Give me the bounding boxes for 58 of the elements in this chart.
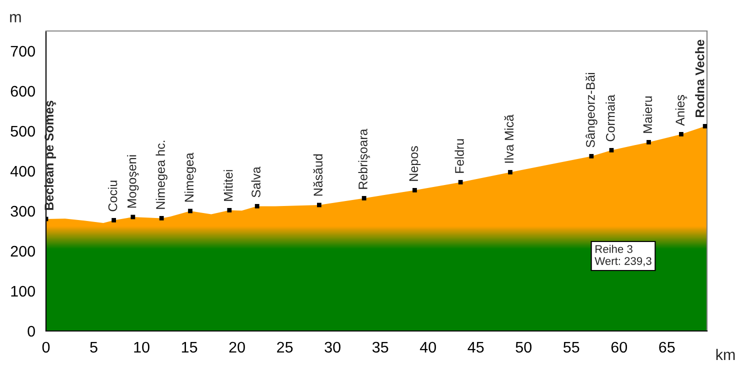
y-tick-label: 300: [10, 206, 35, 217]
point: [589, 154, 594, 158]
y-tick-label: 0: [28, 326, 35, 337]
x-tick-label: 15: [182, 342, 198, 353]
annotation: Ilva Mică: [504, 114, 514, 163]
x-tick-label: 35: [372, 342, 388, 353]
annotation: Beclean pe Someş: [44, 100, 56, 210]
x-tick-label: 5: [90, 342, 98, 353]
annotation: Rebrişoara: [358, 128, 370, 189]
point: [362, 196, 366, 200]
annotation: Nimegea: [184, 152, 196, 202]
x-tick-label: 10: [134, 342, 150, 353]
x-tick-label: 30: [324, 342, 340, 353]
x-tick-label: 0: [42, 342, 50, 353]
x-tick-label: 40: [420, 342, 436, 353]
annotation: Cociu: [108, 180, 118, 212]
x-tick-label: 25: [277, 342, 293, 353]
point: [316, 202, 322, 208]
x-axis-title: km: [716, 348, 735, 360]
point: [188, 208, 192, 214]
point: [412, 188, 417, 192]
annotation: Mititei: [224, 170, 233, 201]
point: [458, 180, 463, 184]
annotation: Feldru: [454, 139, 464, 173]
annotation: Sângeorz-Băi: [586, 72, 598, 148]
annotation: Nimegea hc.: [156, 140, 168, 209]
point: [702, 124, 707, 128]
annotation: Maieru: [642, 96, 652, 133]
y-tick-label: 100: [11, 286, 35, 297]
x-tick-label: 60: [611, 342, 628, 353]
y-tick-label: 200: [10, 246, 35, 257]
annotation: Rodna Veche: [695, 40, 704, 118]
x-tick-label: 65: [659, 342, 675, 353]
point: [112, 218, 116, 222]
annotation: Anieş: [675, 95, 688, 126]
point: [679, 132, 684, 136]
annotation: Cormaia: [606, 94, 615, 142]
point: [254, 204, 260, 208]
point: [130, 214, 136, 220]
annotation: Salva: [251, 166, 260, 198]
annotation: Reihe 3 Wert: 239,3: [594, 244, 652, 266]
y-tick-label: 700: [10, 46, 35, 57]
annotation: Năsăud: [313, 154, 323, 196]
point: [609, 148, 614, 152]
y-tick-label: 600: [10, 86, 35, 97]
point: [227, 208, 232, 212]
x-tick-label: 50: [516, 342, 532, 353]
annotation: Nepos: [409, 146, 421, 181]
y-axis-title: m: [10, 14, 21, 22]
point: [646, 140, 651, 144]
y-tick-label: 400: [10, 166, 35, 177]
x-tick-label: 55: [563, 342, 580, 353]
x-tick-label: 20: [229, 342, 245, 353]
annotation: Mogoşeni: [127, 155, 139, 208]
y-tick-label: 500: [10, 126, 35, 137]
point: [159, 216, 164, 220]
point: [508, 170, 512, 174]
x-tick-label: 45: [468, 342, 484, 353]
